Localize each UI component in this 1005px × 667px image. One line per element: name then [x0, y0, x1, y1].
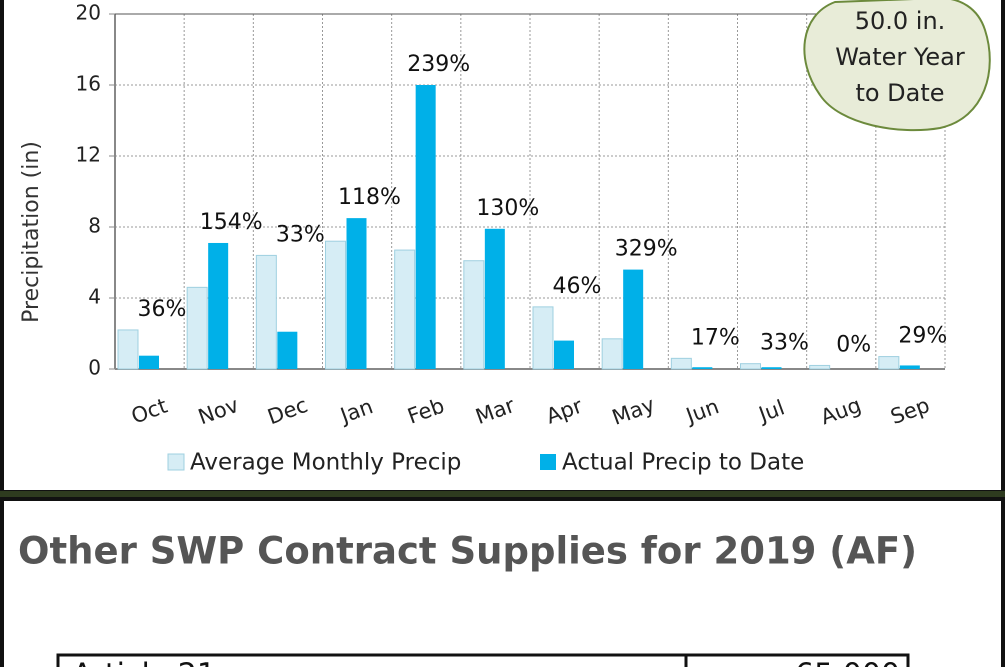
- legend-swatch: [540, 454, 556, 470]
- bar: [415, 85, 436, 369]
- bar: [346, 218, 367, 369]
- percent-label: 329%: [615, 237, 678, 262]
- legend-label: Average Monthly Precip: [190, 450, 461, 476]
- y-tick-label: 4: [88, 285, 101, 309]
- section-panel: [0, 497, 1005, 667]
- bar: [878, 356, 900, 370]
- bar: [463, 260, 485, 370]
- y-axis-label: Precipitation (in): [19, 141, 44, 323]
- bar: [899, 365, 920, 369]
- percent-label: 154%: [200, 210, 263, 235]
- bar: [740, 363, 761, 370]
- percent-label: 118%: [338, 185, 401, 210]
- percent-label: 130%: [476, 196, 539, 221]
- bar: [139, 355, 159, 369]
- y-tick-label: 16: [76, 72, 101, 96]
- percent-label: 33%: [276, 222, 325, 247]
- bar: [186, 286, 208, 370]
- y-tick-label: 0: [88, 356, 101, 380]
- table: [56, 653, 910, 667]
- bar: [692, 367, 713, 369]
- bar: [601, 338, 623, 370]
- percent-label: 29%: [898, 324, 947, 349]
- callout-text: to Date: [855, 79, 944, 107]
- table-cell: 65,000: [795, 658, 900, 667]
- bar: [484, 228, 505, 369]
- bar: [394, 249, 416, 370]
- bar: [325, 240, 346, 370]
- callout: [803, 0, 991, 132]
- y-tick-label: 20: [76, 1, 101, 25]
- bar: [670, 357, 692, 370]
- divider: [0, 491, 1005, 497]
- table-cell: Article 21: [72, 658, 216, 667]
- percent-label: 36%: [138, 297, 187, 322]
- bar: [277, 331, 298, 369]
- bar: [809, 364, 831, 370]
- percent-label: 33%: [760, 331, 809, 356]
- y-tick-label: 12: [76, 143, 101, 167]
- legend-label: Actual Precip to Date: [562, 450, 804, 476]
- callout-text: 50.0 in.: [855, 7, 946, 35]
- bar: [532, 306, 554, 370]
- percent-label: 46%: [553, 274, 602, 299]
- section-title: Other SWP Contract Supplies for 2019 (AF…: [18, 530, 917, 573]
- bar: [623, 269, 644, 369]
- bar: [117, 329, 139, 370]
- callout-text: Water Year: [835, 43, 965, 71]
- percent-label: 17%: [691, 325, 740, 350]
- bar: [554, 340, 574, 369]
- percent-label: 0%: [836, 332, 871, 357]
- bar: [208, 242, 229, 369]
- y-tick-label: 8: [88, 214, 101, 238]
- percent-label: 239%: [407, 52, 470, 77]
- bar: [761, 367, 782, 369]
- bar: [255, 254, 277, 370]
- legend-swatch: [167, 453, 185, 471]
